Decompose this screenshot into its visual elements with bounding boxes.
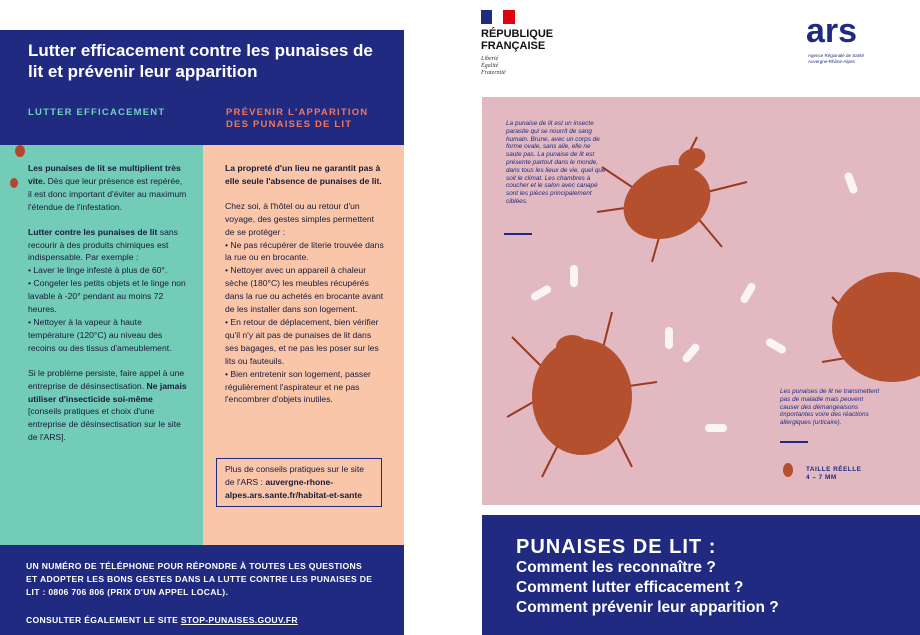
link[interactable]: STOP-PUNAISES.GOUV.FR	[180, 615, 298, 625]
question: Comment les reconnaître ?	[516, 559, 716, 576]
col1-text: Les punaises de lit se multiplient très …	[28, 162, 188, 456]
ars-logo: ars	[806, 14, 857, 48]
text: 4 – 7 MM	[806, 474, 837, 481]
list-item: • Congeler les petits objets et le linge…	[28, 278, 186, 315]
footer-band	[0, 545, 404, 635]
list-item: • Ne pas récupérer de literie trouvée da…	[225, 239, 384, 263]
text-bold: Les punaises de lit se multiplient très …	[28, 163, 181, 186]
heading: PUNAISES DE LIT :	[516, 536, 717, 558]
text: [conseils pratiques et choix d'une entre…	[28, 406, 181, 443]
question: Comment prévenir leur apparition ?	[516, 599, 779, 616]
list-item: • Nettoyer avec un appareil à chaleur sè…	[225, 265, 384, 315]
footer-site: CONSULTER ÉGALEMENT LE SITE STOP-PUNAISE…	[26, 615, 386, 625]
text: TAILLE RÉELLE	[806, 466, 862, 473]
list-item: • Laver le linge infesté à plus de 60°.	[28, 265, 168, 276]
text-bold: Ne jamais utiliser d'insecticide soi-mêm…	[28, 380, 187, 404]
ars-name: Agence Régionale de Santé Auvergne-Rhône-…	[808, 53, 864, 65]
motto: Liberté Égalité Fraternité	[481, 56, 506, 77]
text: Auvergne-Rhône-Alpes	[808, 59, 855, 64]
flag	[481, 10, 515, 24]
size-label: TAILLE RÉELLE 4 – 7 MM	[806, 466, 861, 482]
col2-text: La propreté d'un lieu ne garantit pas à …	[225, 162, 385, 406]
bottom-band	[482, 515, 920, 635]
text: Dès que leur présence est repérée, il es…	[28, 175, 187, 212]
text: Liberté	[481, 56, 499, 62]
text: FRANÇAISE	[481, 40, 546, 52]
col2-bg	[203, 145, 404, 545]
text: Si le problème persiste, faire appel à u…	[28, 367, 185, 391]
link[interactable]: auvergne-rhone-alpes.ars.sante.fr/habita…	[225, 476, 363, 500]
header-band	[0, 30, 404, 145]
bug-icons	[10, 145, 25, 188]
text: Chez soi, à l'hôtel ou au retour d'un vo…	[225, 200, 375, 237]
info-box: Plus de conseils pratiques sur le site d…	[216, 458, 382, 507]
text-bold: Lutter contre les punaises de lit	[28, 226, 158, 237]
text: ars	[806, 12, 858, 50]
text: sans recourir à des produits chimiques e…	[28, 226, 178, 263]
text: Fraternité	[481, 70, 506, 76]
col1-bg	[0, 145, 203, 545]
republique: RÉPUBLIQUE FRANÇAISE	[481, 28, 553, 52]
bottom-heading: PUNAISES DE LIT : Comment les reconnaîtr…	[516, 536, 779, 618]
col2-heading: PRÉVENIR L'APPARITION DES PUNAISES DE LI…	[226, 107, 369, 130]
list-item: • Nettoyer à la vapeur à haute températu…	[28, 316, 172, 353]
illustration	[482, 97, 920, 505]
caption-top: La punaise de lit est un insecte parasit…	[506, 120, 606, 205]
list-item: • Bien entretenir son logement, passer r…	[225, 368, 371, 405]
text-bold: La propreté d'un lieu ne garantit pas à …	[225, 163, 382, 186]
list-item: • En retour de déplacement, bien vérifie…	[225, 316, 379, 366]
caption-bottom: Les punaises de lit ne transmettent pas …	[780, 388, 880, 427]
col1-heading: LUTTER EFFICACEMENT	[28, 107, 166, 118]
text: RÉPUBLIQUE	[481, 28, 554, 40]
bugs	[504, 136, 920, 478]
text: CONSULTER ÉGALEMENT LE SITE	[26, 615, 181, 625]
title: Lutter efficacement contre les punaises …	[28, 41, 373, 81]
text: Égalité	[481, 63, 499, 69]
question: Comment lutter efficacement ?	[516, 579, 744, 596]
text: Agence Régionale de Santé	[808, 53, 865, 58]
footer-phone: UN NUMÉRO DE TÉLÉPHONE POUR RÉPONDRE À T…	[26, 561, 373, 597]
text: Plus de conseils pratiques sur le site d…	[225, 464, 365, 487]
